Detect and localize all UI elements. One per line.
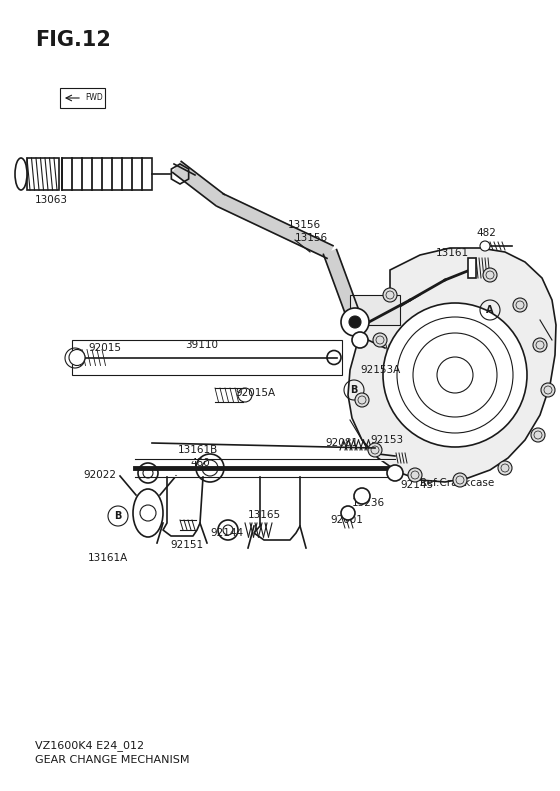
- Text: 92015A: 92015A: [235, 388, 275, 398]
- Text: GEAR CHANGE MECHANISM: GEAR CHANGE MECHANISM: [35, 755, 189, 765]
- Text: 92145: 92145: [400, 480, 433, 490]
- Ellipse shape: [15, 158, 27, 190]
- Text: A: A: [486, 305, 494, 315]
- Text: 92015: 92015: [88, 343, 121, 353]
- Text: 13161: 13161: [436, 248, 469, 258]
- Text: 92153A: 92153A: [360, 365, 400, 375]
- Circle shape: [349, 316, 361, 328]
- Text: 92081: 92081: [325, 438, 358, 448]
- Circle shape: [383, 303, 527, 447]
- Text: 13156: 13156: [295, 233, 328, 243]
- Text: A: A: [71, 353, 79, 363]
- Bar: [350, 295, 400, 325]
- Circle shape: [513, 298, 527, 312]
- Circle shape: [498, 461, 512, 475]
- Polygon shape: [324, 250, 362, 323]
- Text: VZ1600K4 E24_012: VZ1600K4 E24_012: [35, 740, 144, 751]
- Bar: [62, 158, 152, 190]
- Text: B: B: [114, 511, 122, 521]
- Polygon shape: [172, 161, 224, 206]
- Text: 13063: 13063: [35, 195, 68, 205]
- Text: 13165: 13165: [248, 510, 281, 520]
- Circle shape: [341, 308, 369, 336]
- Circle shape: [408, 468, 422, 482]
- Text: 92153: 92153: [370, 435, 403, 445]
- Text: 39110: 39110: [185, 340, 218, 350]
- Circle shape: [352, 332, 368, 348]
- Text: 92151: 92151: [170, 540, 203, 550]
- Text: Ref.Crankcase: Ref.Crankcase: [420, 478, 494, 488]
- Bar: [27, 158, 59, 190]
- Text: 480: 480: [190, 458, 210, 468]
- Polygon shape: [348, 248, 556, 482]
- Text: B: B: [351, 385, 358, 395]
- Circle shape: [373, 333, 387, 347]
- Circle shape: [368, 443, 382, 457]
- Text: 92022: 92022: [83, 470, 116, 480]
- Circle shape: [69, 350, 85, 365]
- Text: FIG.12: FIG.12: [35, 30, 111, 50]
- Text: 482: 482: [476, 228, 496, 238]
- Circle shape: [341, 506, 355, 520]
- Bar: [60, 88, 105, 108]
- Text: FWD: FWD: [85, 93, 102, 103]
- Bar: [72, 340, 342, 375]
- Circle shape: [533, 338, 547, 352]
- Circle shape: [354, 488, 370, 504]
- Circle shape: [355, 393, 369, 407]
- Circle shape: [480, 241, 490, 251]
- Circle shape: [453, 473, 467, 487]
- Text: 13236: 13236: [352, 498, 385, 508]
- Text: 13161B: 13161B: [178, 445, 218, 455]
- Text: 13156: 13156: [288, 220, 321, 230]
- Circle shape: [387, 465, 403, 481]
- Text: 13161A: 13161A: [88, 553, 128, 563]
- Text: 92144: 92144: [210, 528, 243, 538]
- Circle shape: [483, 268, 497, 282]
- Text: 92001: 92001: [330, 515, 363, 525]
- Polygon shape: [217, 194, 333, 259]
- Bar: [468, 258, 476, 278]
- Circle shape: [541, 383, 555, 397]
- Circle shape: [531, 428, 545, 442]
- Circle shape: [383, 288, 397, 302]
